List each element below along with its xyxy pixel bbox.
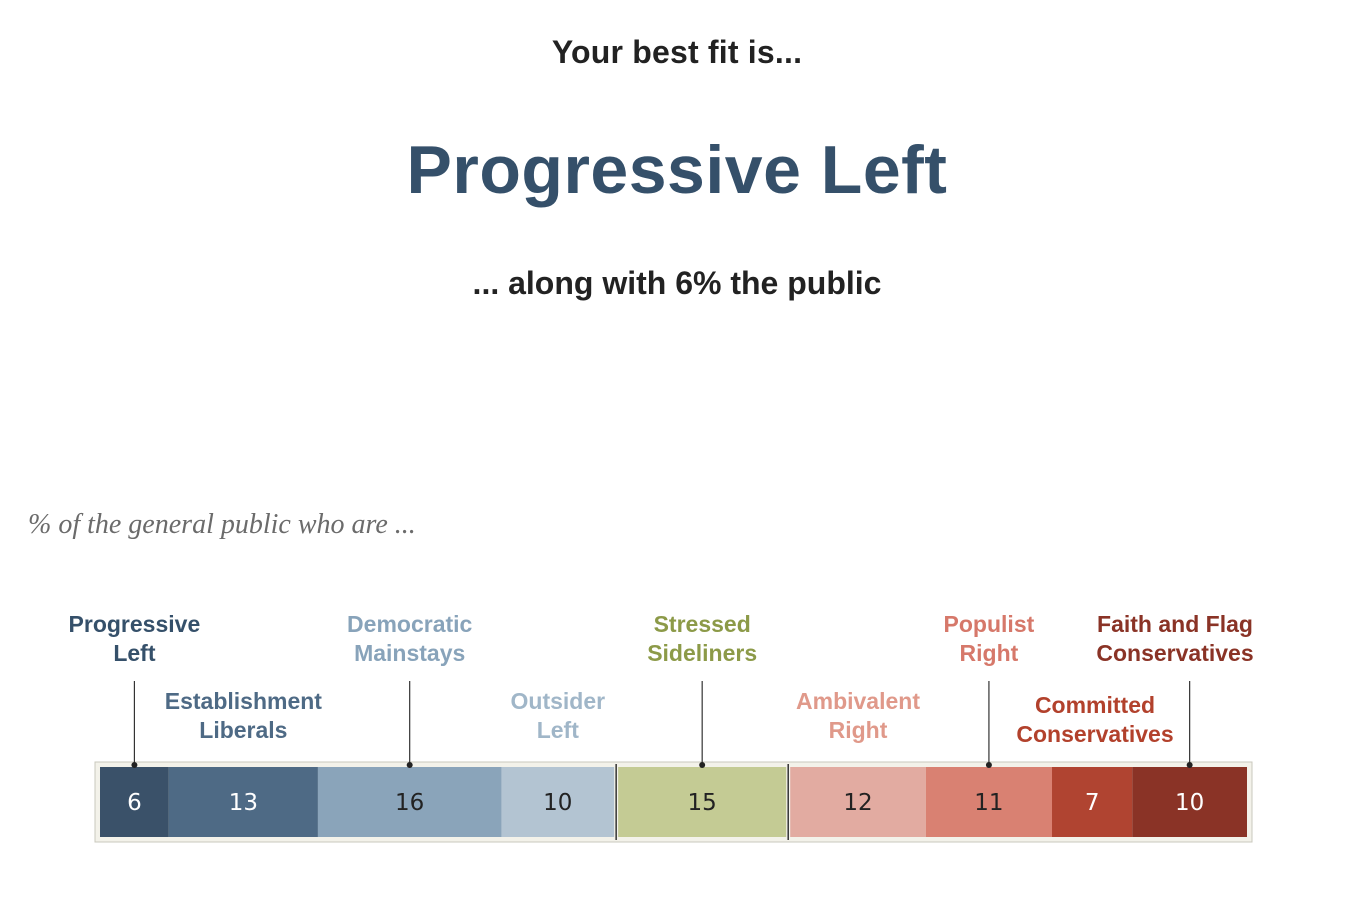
result-title: Progressive Left [406,132,948,208]
category-label-committed-conservatives: Committed Conservatives [1016,692,1173,747]
value-label-faith-and-flag-conservatives: 10 [1175,790,1204,816]
chart-subtitle: % of the general public who are ... [28,509,416,540]
category-label-ambivalent-right: Ambivalent Right [796,688,920,743]
bar-segment-stressed-sideliners [618,767,787,837]
bar-segment-democratic-mainstays [317,767,502,837]
leader-dot-faith-and-flag-conservatives [1186,762,1193,768]
bar-segment-progressive-left [100,767,169,837]
value-label-establishment-liberals: 13 [229,790,258,816]
category-label-faith-and-flag-conservatives: Faith and Flag Conservatives [1096,611,1253,666]
bar-segment-committed-conservatives [1052,767,1133,837]
leader-dot-democratic-mainstays [406,762,413,768]
bar-segment-faith-and-flag-conservatives [1132,767,1247,837]
category-label-outsider-left: Outsider Left [511,688,606,743]
value-label-democratic-mainstays: 16 [395,790,424,816]
value-label-stressed-sideliners: 15 [688,790,717,816]
value-label-outsider-left: 10 [543,790,572,816]
category-label-progressive-left: Progressive Left [69,611,201,666]
category-label-establishment-liberals: Establishment Liberals [165,688,323,743]
value-label-progressive-left: 6 [127,790,142,816]
bar-segment-outsider-left [501,767,615,837]
category-label-populist-right: Populist Right [944,611,1035,666]
intro-heading: Your best fit is... [551,34,803,70]
value-label-committed-conservatives: 7 [1085,790,1100,816]
value-label-ambivalent-right: 12 [843,790,872,816]
typology-stacked-bar-chart: 6 13 16 10 15 12 11 7 10 Progressive Left Establish… [69,611,1254,843]
public-share-text: ... along with 6% the public [472,265,882,301]
bar-segment-ambivalent-right [790,767,926,837]
category-label-stressed-sideliners: Stressed Sideliners [647,611,757,666]
leader-dot-populist-right [985,762,992,768]
bar-segment-populist-right [925,767,1053,837]
category-label-democratic-mainstays: Democratic Mainstays [347,611,472,666]
value-label-populist-right: 11 [974,790,1003,816]
leader-dot-stressed-sideliners [699,762,706,768]
bar-segment-establishment-liberals [168,767,318,837]
leader-dot-progressive-left [131,762,138,768]
